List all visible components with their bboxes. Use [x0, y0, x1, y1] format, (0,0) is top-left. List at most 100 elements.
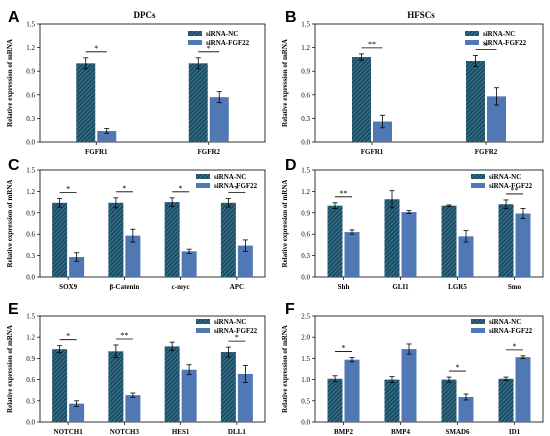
legend-label-sirna-fgf22: siRNA-FGF22 [206, 39, 250, 47]
significance-marker: * [342, 344, 346, 353]
x-category-label: BMP2 [334, 428, 354, 436]
significance-marker: * [94, 44, 98, 53]
significance-marker: * [122, 184, 126, 193]
plot-frame [39, 23, 266, 143]
legend-label-sirna-nc: siRNA-NC [214, 318, 246, 326]
bar-sirna-nc [76, 63, 96, 143]
panel-a: A DPCs 0.0 0.3 0.6 0.9 1.2 1.5 Relative expressi… [6, 9, 266, 156]
chart-panels: A DPCs 0.0 0.3 0.6 0.9 1.2 1.5 Relative expressi… [6, 9, 544, 436]
panel-d: D 0.0 0.3 0.6 0.9 1.2 1.5 Relative expression o… [281, 157, 544, 291]
bar-sirna-nc [327, 205, 343, 277]
legend-label-sirna-fgf22: siRNA-FGF22 [489, 327, 533, 335]
bar-sirna-nc [384, 379, 400, 422]
bar-sirna-nc [441, 379, 457, 422]
panel-c: C 0.0 0.3 0.6 0.9 1.2 1.5 Relative expression o… [6, 157, 266, 291]
y-tick-label: 0.6 [26, 91, 35, 99]
x-category-label: Shh [338, 283, 350, 291]
y-tick-label: 0.0 [26, 139, 35, 147]
significance-marker: * [207, 44, 211, 53]
legend-swatch-sirna-fgf22 [471, 183, 485, 188]
y-tick-label: 0.9 [26, 355, 35, 363]
x-category-label: FGFR2 [475, 148, 498, 156]
bar-sirna-nc [108, 351, 124, 422]
legend-swatch-sirna-fgf22 [196, 183, 210, 188]
bar-sirna-fgf22 [181, 251, 197, 277]
x-category-label: HES1 [172, 428, 190, 436]
bar-sirna-fgf22 [69, 403, 85, 422]
bar-sirna-fgf22 [237, 245, 253, 277]
bar-sirna-fgf22 [125, 395, 141, 422]
panel-letter: E [8, 301, 19, 318]
y-tick-label: 2.0 [301, 334, 310, 342]
bar-sirna-fgf22 [515, 357, 531, 422]
y-tick-label: 0.9 [301, 68, 310, 76]
x-category-label: DLL1 [228, 428, 246, 436]
y-tick-label: 1.5 [301, 21, 310, 29]
y-tick-label: 0.6 [301, 91, 310, 99]
bar-sirna-fgf22 [344, 232, 360, 277]
bar-sirna-nc [498, 378, 514, 422]
y-tick-label: 0.0 [26, 419, 35, 427]
legend-swatch-sirna-nc [471, 319, 485, 324]
panel-letter: F [285, 301, 295, 318]
bar-sirna-nc [188, 63, 208, 143]
y-tick-label: 0.3 [26, 252, 35, 260]
y-tick-label: 1.2 [26, 334, 35, 342]
panel-b: B HFSCs 0.0 0.3 0.6 0.9 1.2 1.5 Relative express… [281, 9, 544, 156]
x-category-label: FGFR1 [361, 148, 384, 156]
panel-f: F 0.0 0.5 1.0 1.5 2.0 2.5 Relative expression o… [281, 301, 544, 436]
bar-sirna-nc [164, 346, 180, 422]
y-tick-label: 0.0 [26, 274, 35, 282]
significance-marker: * [456, 363, 460, 372]
bar-sirna-fgf22 [458, 236, 474, 277]
x-category-label: NOTCH1 [54, 428, 84, 436]
x-category-label: ID1 [509, 428, 521, 436]
x-category-label: GLI1 [392, 283, 409, 291]
significance-marker: ** [120, 331, 128, 340]
significance-marker: * [66, 332, 70, 341]
significance-marker: ** [368, 40, 376, 49]
legend-label-sirna-nc: siRNA-NC [489, 173, 521, 181]
x-category-label: c-myc [172, 283, 190, 291]
bar-sirna-fgf22 [97, 130, 117, 142]
bar-sirna-nc [327, 378, 343, 422]
x-category-label: Smo [508, 283, 522, 291]
y-tick-label: 0.0 [301, 274, 310, 282]
bar-sirna-fgf22 [209, 97, 229, 142]
plot-frame [314, 23, 544, 143]
y-tick-label: 1.5 [26, 21, 35, 29]
bar-sirna-fgf22 [181, 369, 197, 422]
bar-sirna-fgf22 [237, 373, 253, 422]
significance-marker: * [484, 41, 488, 50]
y-tick-label: 0.9 [301, 209, 310, 217]
y-tick-label: 0.5 [301, 397, 310, 405]
y-axis-label: Relative expression of mRNA [6, 39, 14, 127]
significance-marker: * [235, 333, 239, 342]
legend-label-sirna-fgf22: siRNA-FGF22 [489, 182, 533, 190]
legend-swatch-sirna-nc [188, 31, 202, 36]
bar-sirna-nc [220, 202, 236, 277]
y-axis-label: Relative expression of mRNA [281, 39, 289, 127]
panel-letter: C [8, 157, 20, 174]
plot-frame [314, 169, 544, 278]
bar-sirna-nc [108, 202, 124, 277]
y-axis-label: Relative expression of mRNA [281, 180, 289, 268]
bar-sirna-nc [352, 57, 371, 142]
bar-sirna-nc [384, 199, 400, 277]
y-tick-label: 0.9 [26, 209, 35, 217]
y-tick-label: 0.6 [26, 231, 35, 239]
y-axis-label: Relative expression of mRNA [6, 325, 14, 413]
y-tick-label: 1.5 [301, 355, 310, 363]
legend-swatch-sirna-fgf22 [196, 328, 210, 333]
plot-frame [39, 315, 266, 423]
significance-marker: * [179, 184, 183, 193]
significance-marker: * [235, 185, 239, 194]
legend-swatch-sirna-nc [465, 31, 479, 36]
y-tick-label: 0.3 [26, 397, 35, 405]
y-tick-label: 0.0 [301, 139, 310, 147]
bar-sirna-fgf22 [458, 396, 474, 422]
bar-sirna-fgf22 [515, 213, 531, 277]
